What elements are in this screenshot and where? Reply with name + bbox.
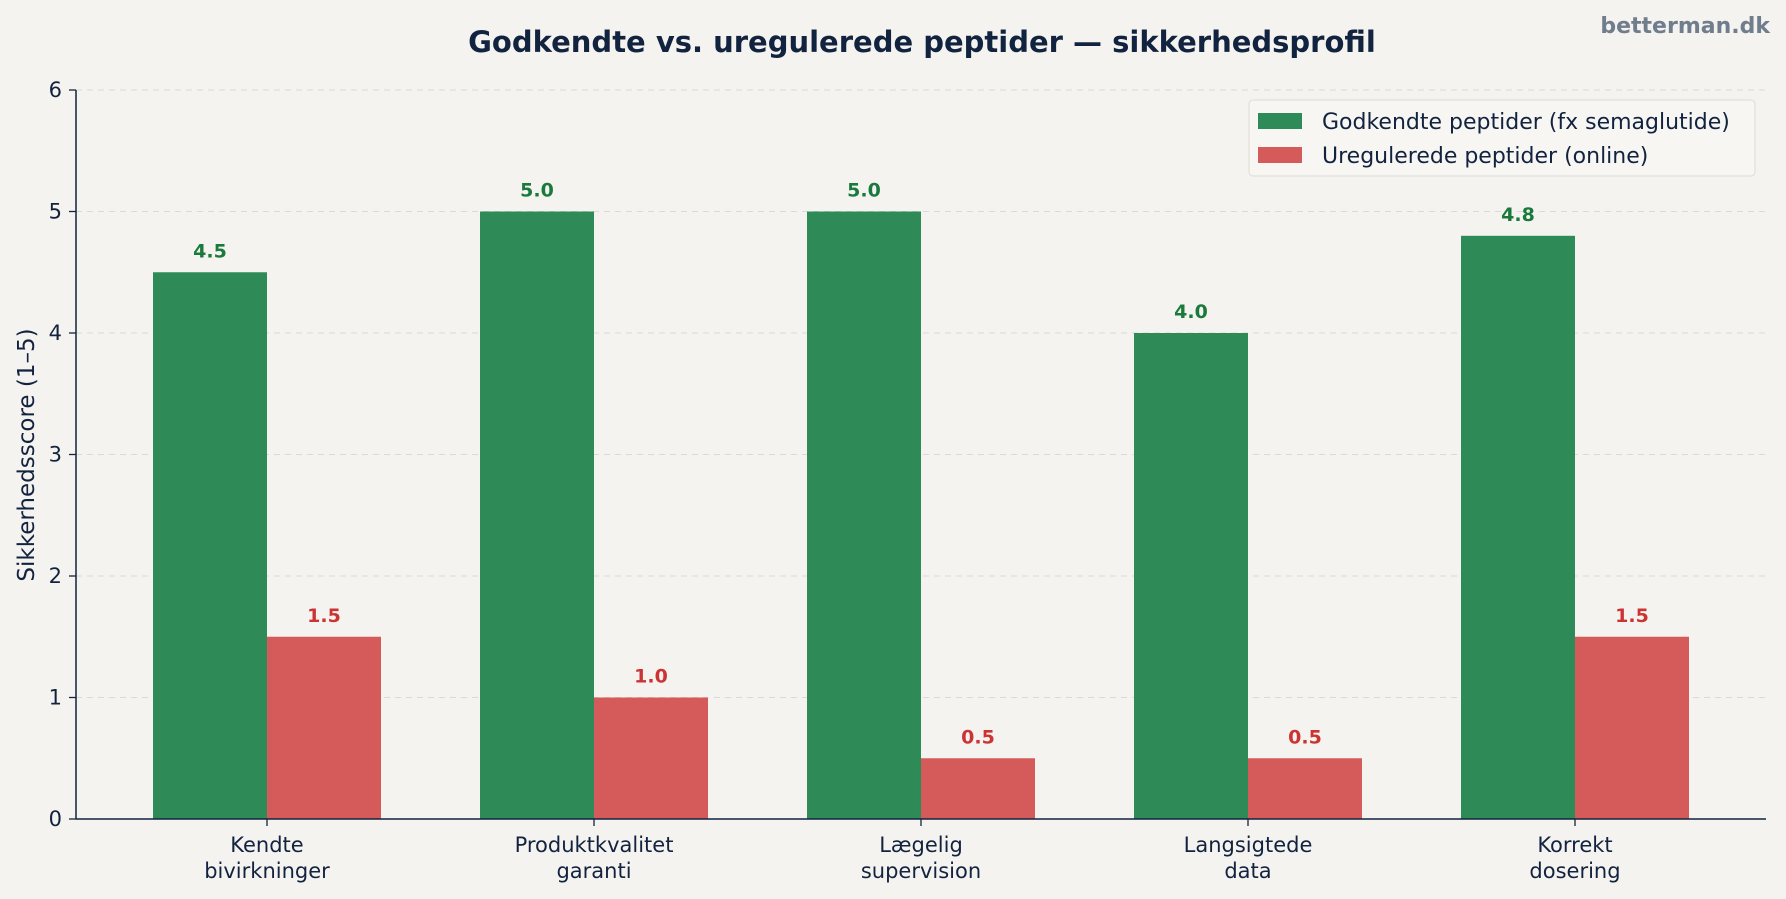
bar-approved xyxy=(807,211,921,819)
y-tick-label: 2 xyxy=(49,564,62,588)
y-axis-label: Sikkerhedsscore (1–5) xyxy=(14,328,40,581)
x-tick-label: Lægelig supervision xyxy=(861,833,981,883)
x-tick-label: Kendte bivirkninger xyxy=(204,833,330,883)
bar-approved xyxy=(1134,333,1248,819)
chart-title: Godkendte vs. uregulerede peptider — sik… xyxy=(468,25,1376,59)
bar-value-label: 5.0 xyxy=(520,180,554,202)
legend-swatch xyxy=(1258,113,1302,129)
bar-value-label: 1.5 xyxy=(1615,605,1649,627)
legend-entry-label: Godkendte peptider (fx semaglutide) xyxy=(1322,110,1730,135)
bar-value-label: 1.5 xyxy=(307,605,341,627)
legend-box xyxy=(1248,99,1756,177)
bar-value-label: 5.0 xyxy=(847,180,881,202)
bar-value-label: 4.8 xyxy=(1501,204,1535,226)
y-tick-label: 5 xyxy=(49,200,62,224)
watermark-text: betterman.dk xyxy=(1600,14,1771,39)
bar-value-label: 4.0 xyxy=(1174,301,1208,323)
bar-value-label: 0.5 xyxy=(1288,726,1322,748)
legend-swatch xyxy=(1258,147,1302,163)
bar-value-label: 4.5 xyxy=(193,240,227,262)
x-tick-label: Langsigtede data xyxy=(1184,833,1313,883)
data-labels: 4.5 5.0 5.0 4.0 4.8 1.5 1.0 0.5 0.5 1.5 xyxy=(193,180,1649,749)
legend: Godkendte peptider (fx semaglutide) Uregu… xyxy=(1248,99,1756,177)
y-tick-label: 0 xyxy=(49,807,62,831)
bar-approved xyxy=(480,211,594,819)
legend-entry-label: Uregulerede peptider (online) xyxy=(1322,144,1648,169)
bar-value-label: 1.0 xyxy=(634,666,668,688)
bar-unregulated xyxy=(1248,758,1362,819)
bar-value-label: 0.5 xyxy=(961,726,995,748)
y-tick-label: 3 xyxy=(49,443,62,467)
bars xyxy=(153,211,1689,820)
x-tick-label: Korrekt dosering xyxy=(1529,833,1620,883)
y-tick-label: 6 xyxy=(49,78,62,102)
bar-approved xyxy=(153,272,267,819)
x-tick-label: Produktkvalitet garanti xyxy=(515,833,674,883)
bar-unregulated xyxy=(267,636,381,819)
bar-unregulated xyxy=(1575,636,1689,819)
y-tick-label: 4 xyxy=(49,321,62,345)
y-tick-label: 1 xyxy=(49,686,62,710)
bar-approved xyxy=(1461,235,1575,820)
bar-unregulated xyxy=(594,697,708,819)
bar-unregulated xyxy=(921,758,1035,819)
axes: 0 1 2 3 4 5 6 Kendte bivirkninger Produktkvalitet… xyxy=(49,78,1766,883)
